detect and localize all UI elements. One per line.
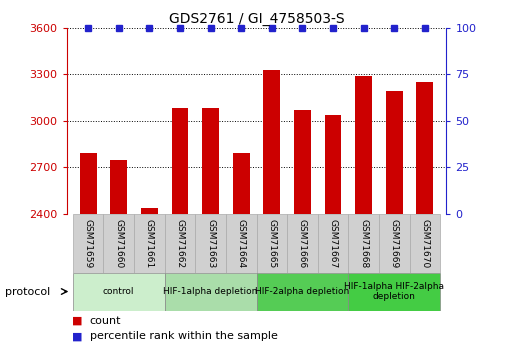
Bar <box>325 115 342 214</box>
Bar <box>141 208 158 214</box>
Bar <box>417 82 433 214</box>
Bar <box>348 273 440 310</box>
Bar <box>263 69 280 214</box>
Text: GSM71663: GSM71663 <box>206 219 215 268</box>
Bar <box>104 214 134 273</box>
Text: GSM71659: GSM71659 <box>84 219 93 268</box>
Text: GSM71669: GSM71669 <box>390 219 399 268</box>
Bar <box>171 108 188 214</box>
Bar <box>355 76 372 214</box>
Bar <box>294 110 311 214</box>
Text: GDS2761 / GI_4758503-S: GDS2761 / GI_4758503-S <box>169 12 344 26</box>
Text: control: control <box>103 287 134 296</box>
Bar <box>287 214 318 273</box>
Text: HIF-1alpha depletion: HIF-1alpha depletion <box>164 287 258 296</box>
Text: GSM71666: GSM71666 <box>298 219 307 268</box>
Text: ■: ■ <box>72 316 82 326</box>
Bar <box>165 214 195 273</box>
Bar <box>73 273 165 310</box>
Text: GSM71664: GSM71664 <box>236 219 246 268</box>
Bar <box>379 214 409 273</box>
Bar <box>80 153 96 214</box>
Bar <box>226 214 256 273</box>
Text: count: count <box>90 316 121 326</box>
Bar <box>195 214 226 273</box>
Text: GSM71665: GSM71665 <box>267 219 277 268</box>
Text: percentile rank within the sample: percentile rank within the sample <box>90 332 278 341</box>
Bar <box>256 214 287 273</box>
Text: GSM71661: GSM71661 <box>145 219 154 268</box>
Bar <box>202 108 219 214</box>
Text: GSM71670: GSM71670 <box>420 219 429 268</box>
Bar <box>233 153 250 214</box>
Bar <box>348 214 379 273</box>
Text: GSM71667: GSM71667 <box>328 219 338 268</box>
Bar <box>134 214 165 273</box>
Text: protocol: protocol <box>5 287 50 296</box>
Text: GSM71668: GSM71668 <box>359 219 368 268</box>
Bar <box>73 214 104 273</box>
Bar <box>110 159 127 214</box>
Bar <box>165 273 256 310</box>
Bar <box>256 273 348 310</box>
Text: GSM71660: GSM71660 <box>114 219 123 268</box>
Text: GSM71662: GSM71662 <box>175 219 185 268</box>
Text: ■: ■ <box>72 332 82 341</box>
Bar <box>318 214 348 273</box>
Text: HIF-1alpha HIF-2alpha
depletion: HIF-1alpha HIF-2alpha depletion <box>344 282 444 301</box>
Text: HIF-2alpha depletion: HIF-2alpha depletion <box>255 287 349 296</box>
Bar <box>386 91 403 214</box>
Bar <box>409 214 440 273</box>
